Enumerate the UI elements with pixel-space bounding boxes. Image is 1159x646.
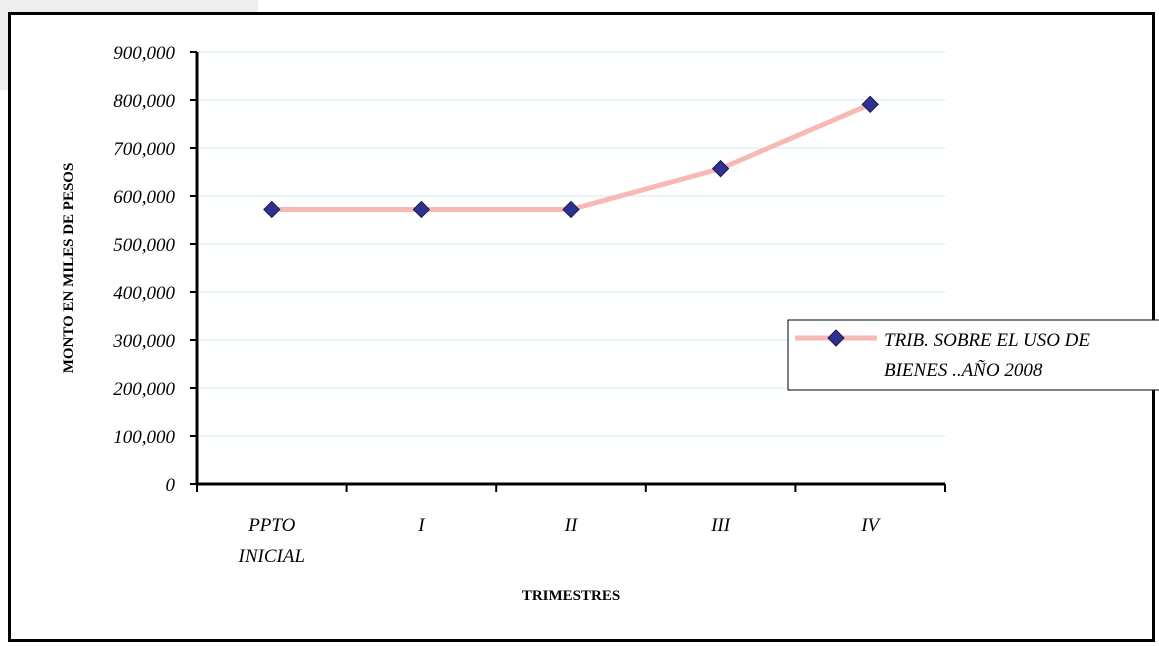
- axes: [195, 52, 945, 486]
- data-point-marker: [861, 95, 879, 114]
- y-tick-label: 500,000: [113, 235, 175, 256]
- data-point-marker: [711, 159, 730, 178]
- x-tick-label: I: [417, 515, 426, 536]
- y-tick-label: 700,000: [113, 139, 175, 160]
- legend-marker-swatch: [827, 329, 845, 347]
- x-tick-label: PPTO INICIAL: [238, 515, 306, 567]
- x-tick-label: IV: [860, 515, 881, 536]
- data-point-marker: [263, 200, 281, 219]
- x-axis-title: TRIMESTRES: [522, 588, 620, 604]
- x-tick-label: II: [564, 515, 579, 536]
- y-tick-label: 800,000: [113, 91, 175, 112]
- y-tick-label: 900,000: [113, 43, 175, 64]
- y-tick-label: 300,000: [112, 331, 175, 352]
- y-tick-label: 200,000: [113, 379, 175, 400]
- y-axis-ticks: 0 100,000 200,000 300,000 400,000 500,000 600,…: [112, 43, 197, 496]
- legend: TRIB. SOBRE EL USO DE BIENES ..AÑO 2008: [787, 319, 1159, 391]
- legend-box: [787, 319, 1159, 391]
- y-tick-label: 100,000: [113, 427, 175, 448]
- y-tick-label: 0: [166, 475, 176, 496]
- series-group: [263, 95, 879, 219]
- legend-label: TRIB. SOBRE EL USO DE BIENES ..AÑO 2008: [884, 330, 1090, 381]
- data-point-marker: [412, 200, 431, 219]
- y-tick-label: 600,000: [113, 187, 175, 208]
- series-line: [271, 102, 872, 212]
- data-point-marker: [562, 200, 580, 219]
- y-axis-title: MONTO EN MILES DE PESOS: [61, 163, 77, 374]
- y-tick-label: 400,000: [113, 283, 175, 304]
- x-tick-label: III: [710, 515, 732, 536]
